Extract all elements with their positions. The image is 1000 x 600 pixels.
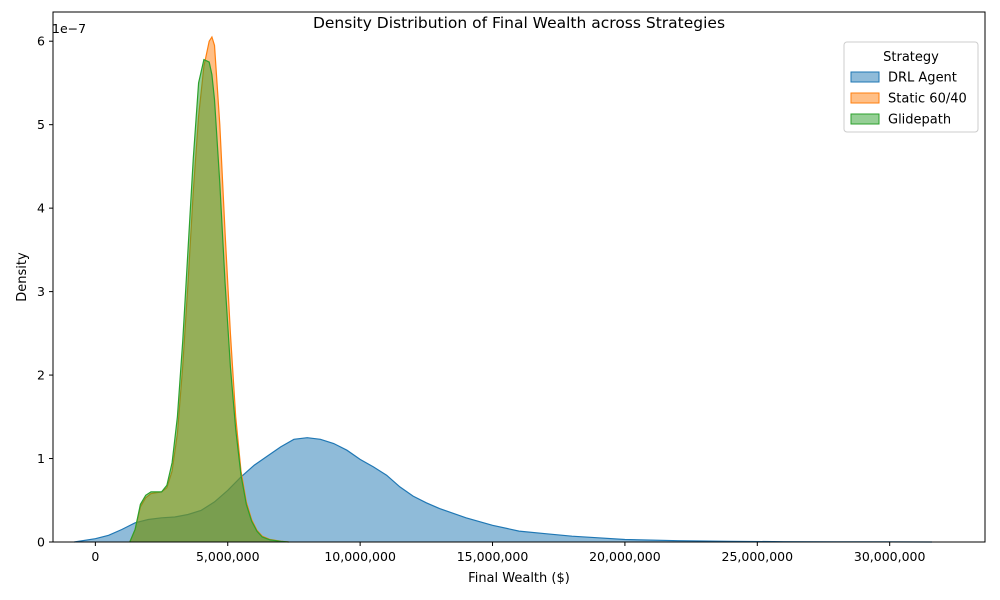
y-tick-label: 5 <box>37 117 45 132</box>
y-tick-label: 3 <box>37 284 45 299</box>
legend-swatch-static-60-40 <box>850 92 880 104</box>
y-offset-label: 1e−7 <box>52 21 86 36</box>
chart-title: Density Distribution of Final Wealth acr… <box>313 14 725 32</box>
legend-swatch-drl-agent <box>850 71 880 83</box>
x-tick-label: 25,000,000 <box>722 549 794 564</box>
y-tick-label: 2 <box>37 368 45 383</box>
area-glidepath <box>129 59 289 542</box>
x-axis-label: Final Wealth ($) <box>468 571 570 586</box>
y-axis: 0 1 2 3 4 5 6 <box>37 34 53 550</box>
y-tick-label: 6 <box>37 34 45 49</box>
legend-label-static-60-40: Static 60/40 <box>888 92 967 107</box>
y-tick-label: 1 <box>37 451 45 466</box>
y-tick-label: 0 <box>37 535 45 550</box>
line-glidepath <box>129 58 289 543</box>
y-axis-label: Density <box>15 252 30 302</box>
legend-swatch-glidepath <box>850 113 880 125</box>
x-tick-label: 10,000,000 <box>324 549 396 564</box>
x-axis: 0 5,000,000 10,000,000 15,000,000 20,000,000… <box>91 542 926 564</box>
plot-frame <box>52 11 986 543</box>
x-tick-label: 0 <box>91 549 99 564</box>
x-tick-label: 15,000,000 <box>457 549 529 564</box>
x-tick-label: 30,000,000 <box>854 549 926 564</box>
series-areas <box>74 35 933 543</box>
legend-label-drl-agent: DRL Agent <box>888 71 957 86</box>
legend: Strategy DRL Agent Static 60/40 Glidepath <box>843 41 979 133</box>
x-tick-label: 5,000,000 <box>196 549 260 564</box>
y-tick-label: 4 <box>37 201 45 216</box>
legend-title: Strategy <box>883 50 939 65</box>
legend-label-glidepath: Glidepath <box>888 113 951 128</box>
legend-items: DRL Agent Static 60/40 Glidepath <box>850 71 967 128</box>
legend-box <box>843 41 979 133</box>
x-tick-label: 20,000,000 <box>589 549 661 564</box>
area-drl-agent <box>74 437 932 542</box>
